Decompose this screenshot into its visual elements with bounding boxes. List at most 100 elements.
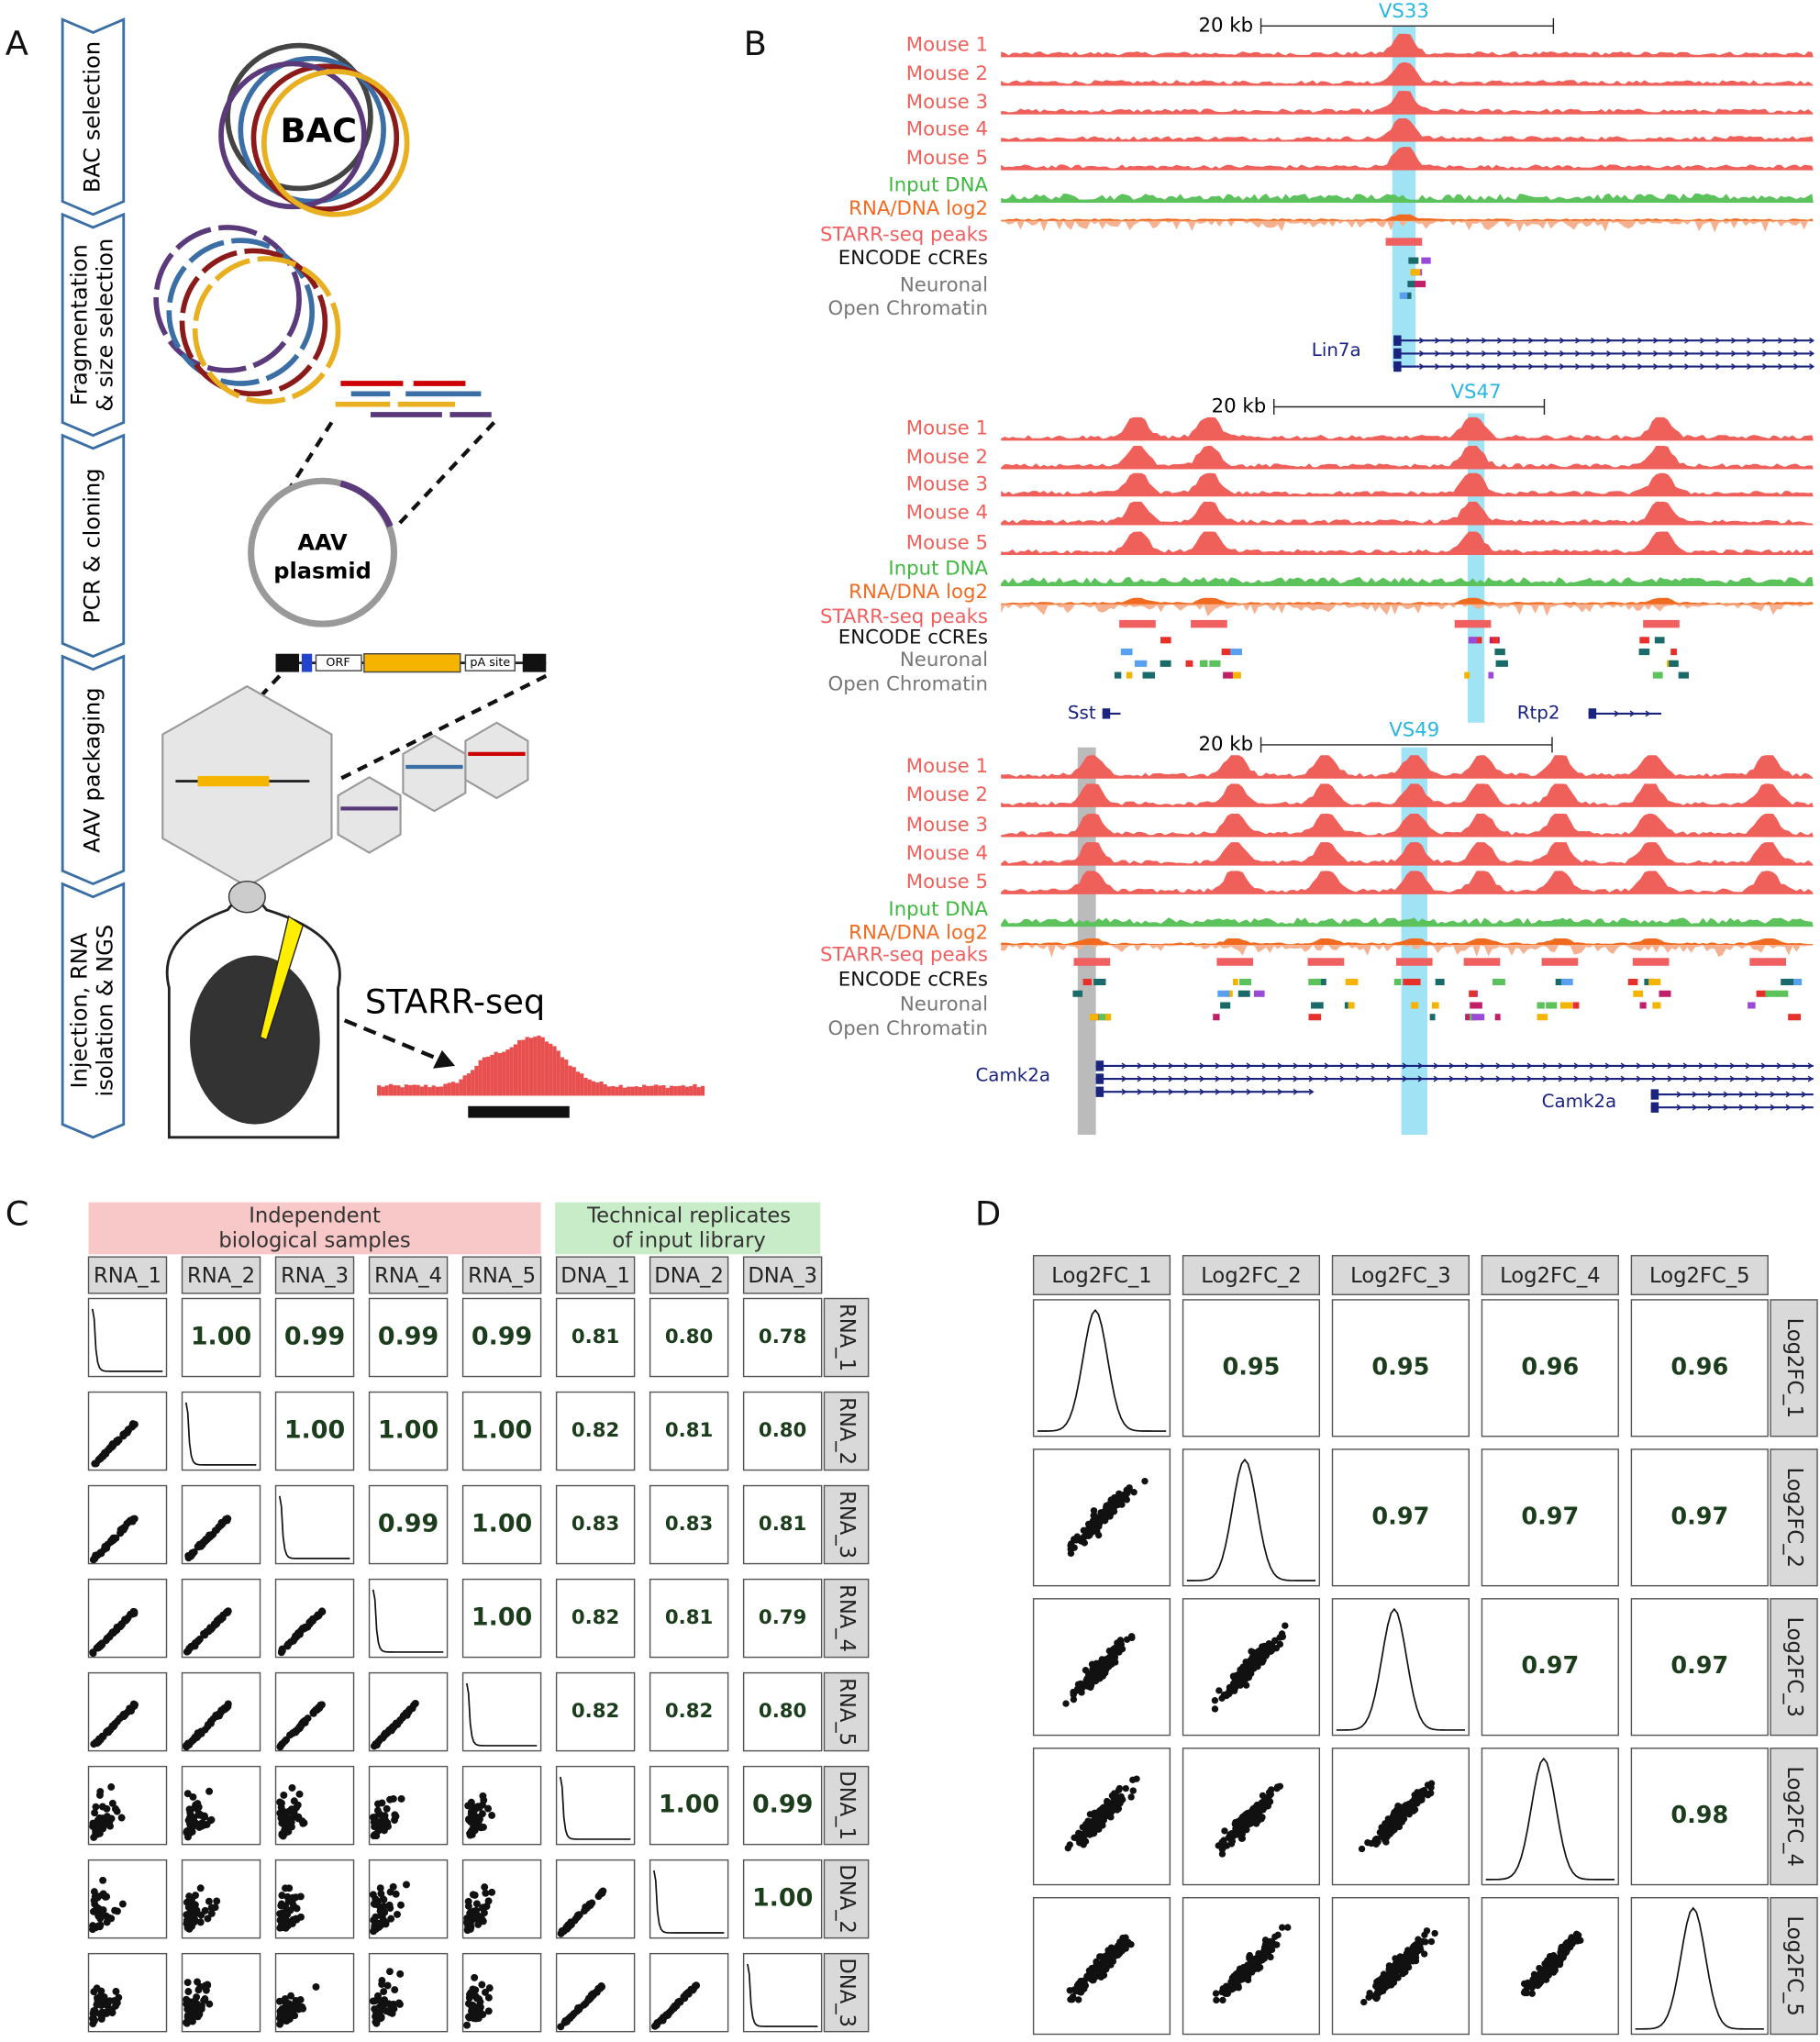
scatter-point — [292, 1997, 300, 2004]
scatter-point — [301, 1625, 309, 1633]
scatter-point — [101, 1448, 109, 1457]
correlation-value: 1.00 — [659, 1791, 719, 1819]
scatter-point — [1116, 1644, 1124, 1652]
step-label: Injection, RNA — [66, 932, 92, 1088]
peak-bar — [468, 1105, 570, 1118]
strand-mark — [1137, 1062, 1143, 1070]
readout-bin — [622, 1087, 627, 1096]
ccre — [1470, 1002, 1482, 1009]
ccre — [1344, 1002, 1350, 1009]
scatter-point — [1248, 1648, 1255, 1655]
strand-mark — [1792, 1062, 1798, 1070]
readout-bin — [381, 1086, 385, 1096]
strand-mark — [1450, 350, 1456, 357]
strand-mark — [1277, 1062, 1283, 1070]
strand-mark — [1293, 1088, 1299, 1095]
starr-peak — [1541, 958, 1579, 966]
readout-bin — [404, 1084, 409, 1096]
strand-mark — [1738, 1091, 1745, 1098]
track-signal — [1001, 813, 1814, 838]
scatter-point — [205, 1897, 213, 1905]
readout-bin — [494, 1051, 498, 1096]
scatter-point — [298, 1817, 306, 1826]
track-signal — [1001, 917, 1814, 927]
strand-mark — [1480, 1062, 1486, 1070]
column-header — [87, 1256, 168, 1294]
scatter-point — [565, 1923, 573, 1931]
scatter-point — [1085, 1820, 1093, 1827]
scatter-point — [1420, 1950, 1428, 1958]
scatter-point — [1115, 1786, 1123, 1794]
track-signal — [1001, 938, 1814, 946]
scatter-point — [117, 1621, 125, 1629]
strand-mark — [1604, 1075, 1611, 1082]
scatter-point — [1255, 1647, 1263, 1655]
group-label: of input library — [612, 1229, 765, 1253]
readout-bin — [528, 1038, 534, 1096]
track-label: Mouse 1 — [906, 34, 988, 57]
scatter-point — [278, 1647, 286, 1655]
strand-mark — [1466, 363, 1471, 370]
correlation-value: 0.99 — [284, 1323, 345, 1351]
scatter-point — [1274, 1931, 1282, 1939]
starr-peak — [1216, 958, 1254, 966]
ccre — [1756, 990, 1768, 997]
ccre — [1572, 1002, 1580, 1009]
scatter-point — [1077, 1989, 1085, 1996]
strand-mark — [1435, 350, 1440, 357]
cell — [555, 1297, 636, 1378]
strand-mark — [1715, 350, 1722, 357]
ccre — [1093, 978, 1106, 986]
track-label: Input DNA — [888, 174, 988, 197]
strand-mark — [1575, 350, 1581, 357]
strand-mark — [1793, 363, 1800, 370]
readout-bin — [400, 1087, 405, 1096]
starr-peak — [1395, 958, 1433, 966]
starr-peak — [1463, 958, 1501, 966]
strand-mark — [1246, 1062, 1252, 1070]
scatter-point — [94, 1923, 103, 1930]
strand-mark — [1544, 337, 1549, 344]
scatter-point — [96, 1788, 105, 1796]
scatter-point — [1375, 1982, 1383, 1990]
scatter-point — [106, 1726, 114, 1734]
scatter-point — [396, 1970, 405, 1978]
scatter-point — [1072, 1537, 1081, 1544]
row-header — [823, 1391, 870, 1471]
correlation-value: 0.80 — [759, 1700, 806, 1723]
ccre — [1408, 257, 1419, 264]
scatter-point — [184, 1988, 193, 1995]
readout-bin — [533, 1037, 538, 1096]
scatter-point — [1253, 1810, 1260, 1817]
scatter-point — [1577, 1937, 1584, 1945]
scatter-point — [219, 1705, 228, 1714]
readout-bin — [517, 1039, 522, 1096]
scatter-point — [1099, 1662, 1106, 1670]
readout-bin — [502, 1051, 506, 1096]
column-header — [1331, 1255, 1470, 1295]
scatter-point — [378, 1981, 386, 1989]
strand-mark — [1589, 1062, 1595, 1070]
row-header-label: RNA_3 — [835, 1491, 859, 1559]
ccre — [1488, 671, 1494, 679]
scatter-point — [1107, 1814, 1115, 1821]
scatter-point — [1129, 1776, 1137, 1784]
scatter-point — [389, 1723, 396, 1731]
ccre — [1788, 1014, 1801, 1021]
ccre — [1638, 649, 1650, 656]
ccre — [1495, 660, 1508, 667]
scatter-point — [102, 1892, 109, 1901]
track-signal — [1001, 416, 1814, 441]
cell — [1481, 1598, 1619, 1737]
scatter-point — [582, 2000, 590, 2008]
readout-bin — [661, 1084, 666, 1096]
step-label: PCR & cloning — [79, 468, 105, 623]
strand-mark — [1776, 1062, 1782, 1070]
strand-mark — [1199, 1088, 1205, 1095]
readout-bin — [677, 1085, 682, 1096]
group-box — [88, 1202, 541, 1255]
readout-bin — [447, 1082, 451, 1096]
arrowhead — [432, 1049, 456, 1069]
cell — [368, 1297, 449, 1378]
scatter-point — [397, 1794, 405, 1803]
